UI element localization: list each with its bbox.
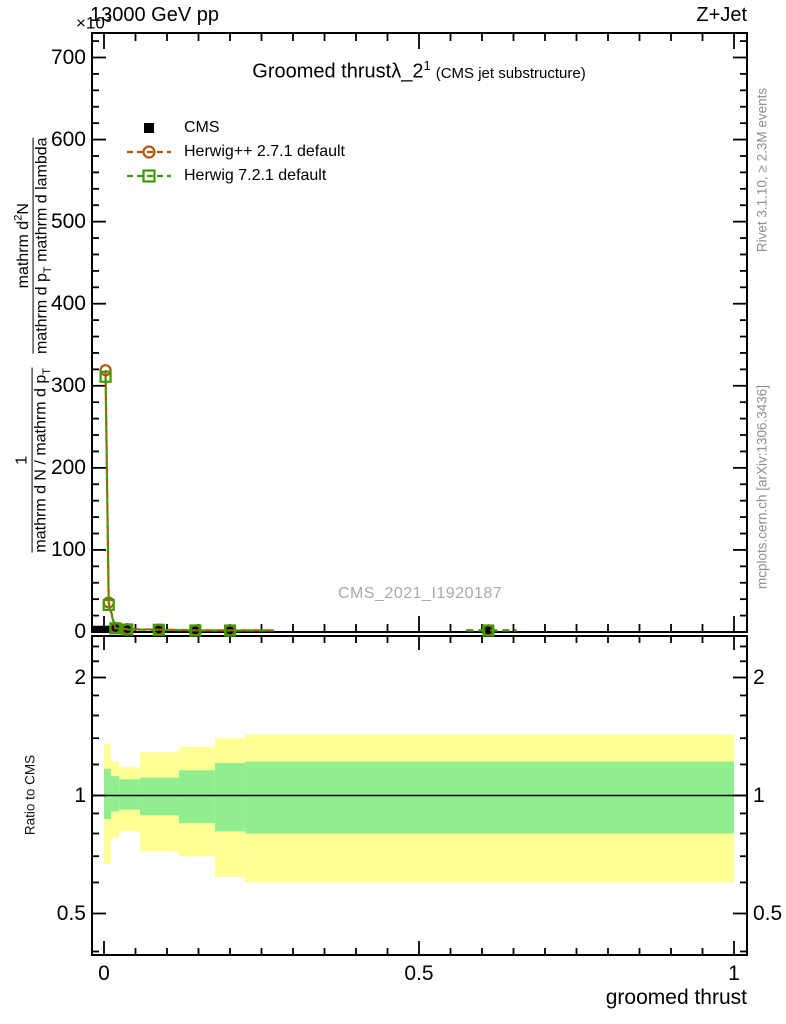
ylabel-fraction-2: mathrm d2N mathrm d pT mathrm d lambda — [12, 137, 55, 355]
ylabel-fraction-1: 1 mathrm d N / mathrm d pT — [13, 368, 54, 553]
herwigpp-marker-icon — [127, 145, 171, 159]
plot-title: Groomed thrustλ_21 (CMS jet substructure) — [252, 58, 585, 84]
green-band-segment — [139, 777, 179, 816]
ylabel-frac1-numerator: 1 — [13, 455, 31, 465]
title-lambda-exponent: 1 — [423, 58, 431, 73]
mcplots-source-note: mcplots.cern.ch [arXiv:1306.3436] — [754, 384, 770, 590]
open-circle-dashed — [142, 145, 156, 159]
legend-item-herwig7: Herwig 7.2.1 default — [126, 164, 345, 188]
filled-square — [144, 123, 154, 133]
beam-energy-label: 13000 GeV pp — [90, 4, 219, 26]
frac2-den-sub: T — [41, 266, 54, 274]
main-plot-frame — [91, 32, 748, 633]
herwig7-marker — [109, 622, 122, 635]
cms-marker-icon — [144, 123, 154, 133]
legend-label-cms: CMS — [184, 119, 220, 136]
frac2-num-sup: 2 — [12, 214, 25, 221]
ylabel-frac2-denominator: mathrm d pT mathrm d lambda — [32, 137, 55, 355]
herwig7-marker-icon — [127, 169, 171, 183]
ratio-y-tick-label-left: 0.5 — [56, 901, 86, 925]
ratio-y-tick-label-right: 1 — [753, 783, 765, 807]
y-axis-scale-factor: ×103 — [76, 11, 112, 34]
legend-label-herwigpp: Herwig++ 2.7.1 default — [184, 143, 345, 160]
main-y-tick-label: 500 — [50, 209, 86, 233]
x-tick-label: 1 — [728, 962, 740, 985]
legend-label-herwig7: Herwig 7.2.1 default — [184, 167, 327, 184]
green-band-segment — [214, 763, 246, 832]
analysis-watermark: CMS_2021_I1920187 — [338, 585, 503, 602]
main-y-tick-label: 600 — [50, 127, 86, 151]
legend-item-herwigpp: Herwig++ 2.7.1 default — [126, 140, 345, 164]
main-y-tick-label: 300 — [50, 373, 86, 397]
rivet-version-note: Rivet 3.1.10, ≥ 2.3M events — [754, 87, 770, 253]
cms-marker — [93, 625, 110, 633]
main-y-tick-label: 100 — [50, 537, 86, 561]
x-tick-label: 0 — [98, 962, 110, 985]
herwig7-marker — [99, 370, 112, 383]
process-label: Z+Jet — [696, 4, 747, 26]
ratio-y-axis-label: Ratio to CMS — [22, 754, 38, 836]
herwigpp-marker — [99, 364, 112, 377]
axis-ticks — [92, 33, 747, 955]
frac2-den-a: mathrm d p — [33, 273, 51, 355]
title-context: (CMS jet substructure) — [435, 64, 586, 82]
ratio-y-tick-label-left: 1 — [74, 783, 86, 807]
frac1-den-text: mathrm d N / mathrm d p — [32, 374, 50, 553]
herwigpp-dashed-line — [104, 370, 275, 632]
x-tick-label: 0.5 — [404, 962, 434, 985]
ratio-uncertainty-bands — [104, 734, 734, 883]
title-observable: Groomed thrust — [252, 60, 392, 83]
herwig7-marker — [223, 624, 237, 637]
cms-marker — [483, 626, 493, 636]
ylabel-frac2-numerator: mathrm d2N — [12, 203, 33, 289]
herwig7-marker — [152, 623, 165, 636]
green-band-segment — [178, 770, 215, 824]
main-y-tick-label: 0 — [74, 620, 86, 643]
green-band-segment — [110, 776, 120, 812]
main-y-axis-label: 1 mathrm d N / mathrm d pT mathrm d2N ma… — [12, 137, 55, 553]
x-axis-label: groomed thrust — [605, 986, 747, 1009]
frac2-num-b: N — [14, 203, 32, 215]
herwig7-marker — [189, 624, 202, 637]
open-square-dashed — [142, 169, 156, 183]
ratio-y-tick-label-right: 0.5 — [753, 901, 783, 925]
green-band-segment — [104, 768, 111, 820]
frac2-den-b: mathrm d lambda — [33, 137, 51, 267]
title-lambda: λ_2 — [391, 60, 424, 83]
main-y-tick-label: 400 — [50, 291, 86, 315]
green-band-segment — [245, 761, 734, 834]
herwig7-marker — [121, 623, 134, 636]
herwig7-dashed-line — [104, 376, 275, 632]
scale-base: ×10 — [76, 13, 105, 33]
legend: CMS Herwig++ 2.7.1 default Herwig 7.2.1 … — [126, 116, 345, 188]
main-y-tick-label: 200 — [50, 455, 86, 479]
frac2-num-a: mathrm d — [14, 220, 32, 289]
scale-exponent: 3 — [104, 11, 112, 25]
herwig7-marker — [482, 624, 495, 637]
herwig7-series — [99, 370, 517, 637]
green-band-segment — [119, 779, 140, 810]
herwig7-marker — [102, 598, 115, 612]
legend-item-cms: CMS — [126, 116, 345, 140]
main-y-tick-label: 700 — [50, 45, 86, 69]
ratio-y-tick-label-right: 2 — [753, 665, 765, 689]
ratio-y-tick-label-left: 2 — [74, 665, 86, 689]
ratio-plot-frame — [91, 635, 748, 956]
